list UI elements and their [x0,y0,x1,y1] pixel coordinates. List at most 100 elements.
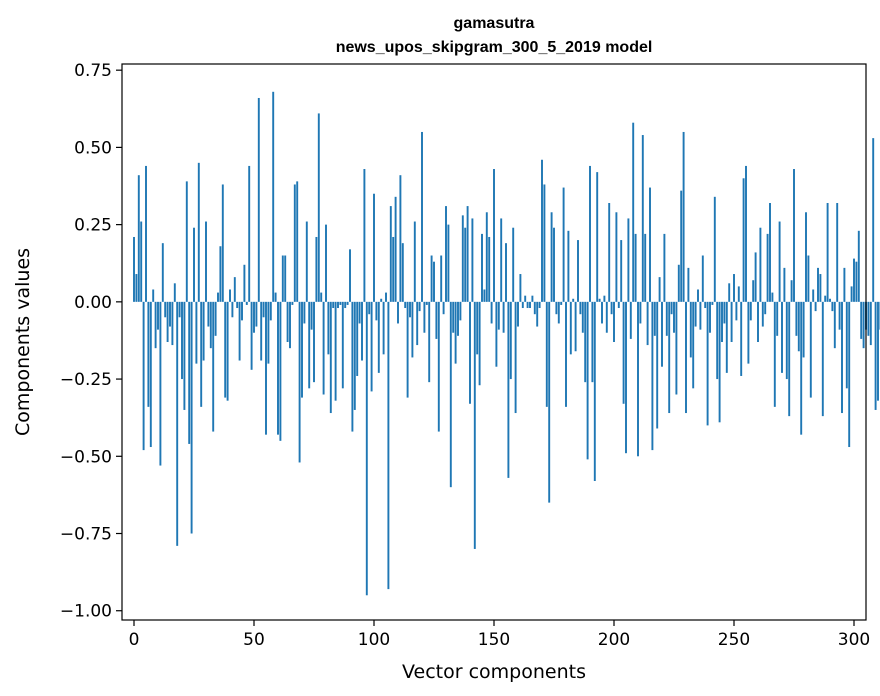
y-axis-label: Components values [12,248,34,436]
bar-188 [584,301,587,383]
bar-140 [469,301,471,404]
bar-171 [543,184,546,302]
bar-49 [250,301,253,370]
bar-70 [301,301,303,398]
bar-39 [226,301,229,401]
bar-85 [337,301,339,309]
y-tick-label-5: 0.25 [74,216,112,236]
bar-0 [133,236,135,302]
bar-230 [685,301,687,414]
bar-25 [193,227,195,302]
bar-127 [437,301,440,432]
bar-123 [428,301,431,383]
bar-139 [466,206,469,302]
bar-45 [241,301,243,321]
bar-57 [269,301,272,321]
bar-53 [260,301,263,361]
bar-168 [536,301,539,327]
bar-250 [733,274,735,302]
bar-110 [397,301,399,324]
bar-152 [497,301,500,330]
bar-141 [471,218,474,302]
bar-218 [656,301,659,429]
bar-72 [305,221,308,302]
bar-30 [205,221,207,302]
bar-11 [159,301,162,466]
bar-116 [411,301,414,358]
bar-14 [166,301,169,342]
bar-92 [353,301,356,410]
bar-298 [848,301,851,448]
bar-107 [389,206,392,302]
bar-96 [363,169,366,302]
bar-193 [596,172,599,302]
bar-173 [548,301,551,503]
bar-247 [725,301,728,373]
bar-192 [593,301,596,481]
bar-284 [814,301,817,312]
bar-303 [860,301,863,339]
bar-21 [183,301,186,410]
bar-54 [262,301,265,318]
bar-126 [435,301,438,339]
bar-164 [526,301,529,309]
bar-91 [351,301,354,432]
bar-241 [711,301,714,305]
bar-215 [649,187,651,302]
bar-84 [334,301,337,401]
bar-239 [706,301,709,426]
bar-81 [327,301,330,355]
bar-78 [320,292,323,302]
bar-169 [538,301,541,309]
bar-145 [481,233,483,302]
bar-181 [567,230,570,302]
bar-231 [687,267,690,302]
bar-172 [545,301,548,407]
bar-36 [219,246,222,302]
bar-310 [877,301,879,401]
bar-294 [838,301,841,330]
bar-217 [653,301,656,336]
bar-259 [754,252,757,302]
bar-286 [819,274,822,302]
bar-17 [173,283,176,302]
bar-69 [298,301,301,463]
bar-285 [817,267,819,302]
bar-257 [749,301,752,321]
bar-19 [178,301,181,318]
bar-150 [493,169,495,302]
x-tick-label-0: 0 [129,630,140,650]
bar-67 [293,184,296,302]
bar-165 [529,301,531,309]
bar-119 [418,301,421,312]
bar-9 [154,301,157,349]
bar-55 [265,301,267,435]
bar-162 [521,301,524,309]
bar-136 [459,301,462,321]
bar-206 [627,218,630,302]
bar-232 [689,301,692,358]
y-tick-label-4: 0.00 [74,293,112,313]
bar-121 [423,301,426,333]
bar-233 [692,301,695,389]
bar-222 [665,301,668,336]
bar-226 [675,301,678,395]
bar-15 [169,301,171,327]
bar-161 [519,274,522,302]
bar-199 [610,301,613,315]
bar-4 [142,301,145,451]
bar-31 [207,301,210,327]
bar-7 [149,301,152,448]
bar-190 [589,165,591,302]
bar-115 [409,301,411,318]
bar-307 [869,301,872,346]
chart-title: gamasutra news_upos_skipgram_300_5_2019 … [336,15,653,56]
bar-137 [461,215,464,302]
bar-138 [464,227,467,302]
bar-89 [346,301,349,305]
bar-191 [591,301,594,383]
bar-153 [500,218,503,302]
chart-title-line-2: news_upos_skipgram_300_5_2019 model [336,39,653,56]
bar-158 [512,227,515,302]
bar-5 [145,165,147,302]
